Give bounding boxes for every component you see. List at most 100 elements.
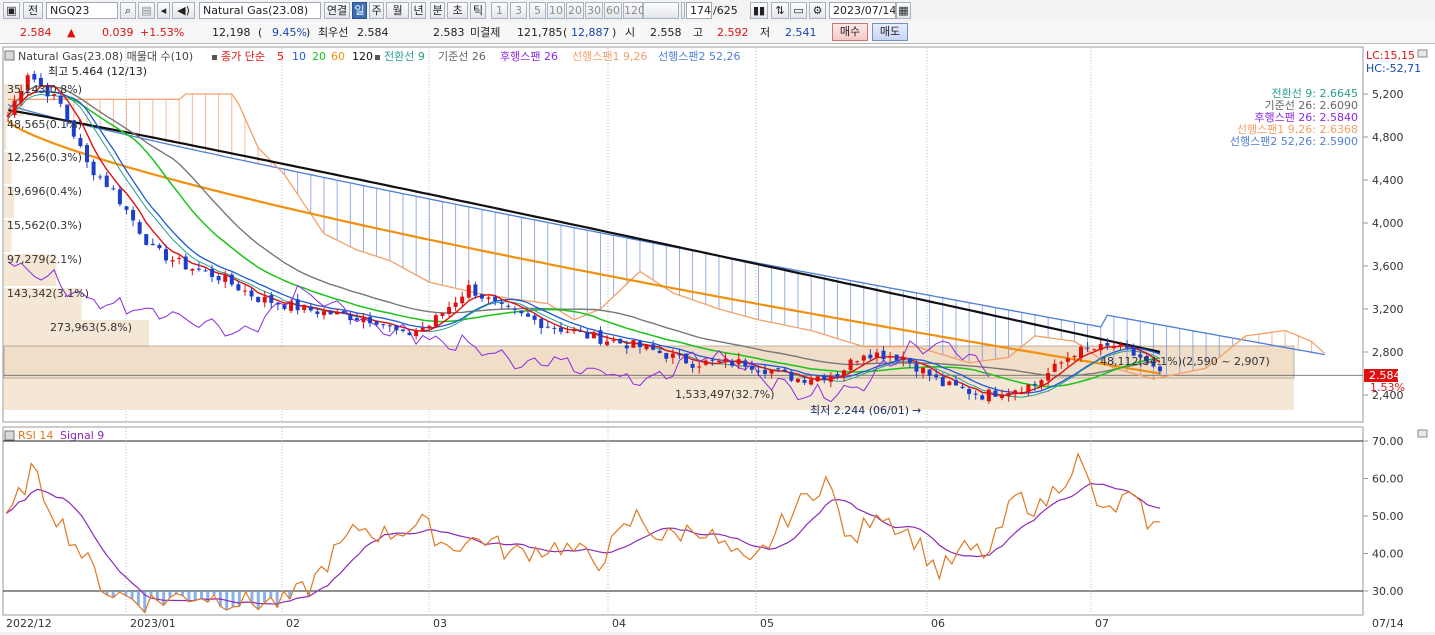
rsi-toggle-icon[interactable] xyxy=(4,430,15,441)
window-icon[interactable]: ▣ xyxy=(3,2,20,19)
legend-ma120: 120 xyxy=(352,50,373,63)
open-interest-label: 미결제 xyxy=(470,26,501,39)
candle-body xyxy=(578,330,583,332)
candle-body xyxy=(703,360,708,365)
interval-5-button[interactable]: 5 xyxy=(529,2,546,19)
ma10-line xyxy=(7,90,1161,395)
oi-paren-open: ( xyxy=(563,26,568,39)
sell-button[interactable]: 매도 xyxy=(872,23,908,41)
candle-body xyxy=(52,94,57,96)
candle-body xyxy=(394,325,399,331)
candle-body xyxy=(170,260,175,262)
price-settings-icon[interactable] xyxy=(1417,49,1428,58)
legend-bullet-icon xyxy=(375,55,380,60)
candle-body xyxy=(901,357,906,361)
indicator-icon[interactable]: ▮▮ xyxy=(750,2,768,19)
candle-body xyxy=(183,256,188,270)
candle-body xyxy=(131,209,136,221)
profile-label: 35,143(0.8%) xyxy=(7,83,82,96)
candle-body xyxy=(552,327,557,329)
candle-body xyxy=(526,313,531,317)
code-type-button[interactable]: 전 xyxy=(23,2,43,19)
legend: Natural Gas(23.08) 매물대 수(10) 종가 단순 5 10 … xyxy=(4,49,1421,148)
count-total: /625 xyxy=(713,4,738,17)
candle-body xyxy=(591,332,596,339)
period-weekly-button[interactable]: 주 xyxy=(369,2,384,19)
candle-body xyxy=(1000,395,1005,398)
candle-body xyxy=(677,354,682,356)
candle-body xyxy=(473,284,478,296)
candle-body xyxy=(605,341,610,345)
interval-30-button[interactable]: 30 xyxy=(585,2,603,19)
interval-60-button[interactable]: 60 xyxy=(604,2,622,19)
date-tick-label: 06 xyxy=(931,617,945,630)
price-tick-label: 4,000 xyxy=(1372,217,1404,230)
chart-area[interactable]: Natural Gas(23.08) 매물대 수(10) 종가 단순 5 10 … xyxy=(0,44,1435,632)
candle-body xyxy=(749,366,754,370)
rsi-panel xyxy=(2,426,1364,616)
candle-body xyxy=(835,373,840,377)
candle-body xyxy=(684,353,689,364)
candle-body xyxy=(341,311,346,314)
candle-body xyxy=(519,310,524,314)
price-tick-label: 4,400 xyxy=(1372,174,1404,187)
profile-bar xyxy=(4,254,57,286)
legend-ma5: 5 xyxy=(277,50,284,63)
gear-icon[interactable]: ⚙ xyxy=(809,2,826,19)
interval-1-button[interactable]: 1 xyxy=(491,2,508,19)
interval-custom-dropdown[interactable] xyxy=(643,2,679,19)
legend-toggle-icon[interactable] xyxy=(4,50,15,61)
chart-svg[interactable]: Natural Gas(23.08) 매물대 수(10) 종가 단순 5 10 … xyxy=(0,44,1435,632)
candle-body xyxy=(486,297,491,299)
save-icon[interactable]: ▭ xyxy=(790,2,807,19)
interval-20-button[interactable]: 20 xyxy=(566,2,584,19)
candle-body xyxy=(493,296,498,301)
period-minute-button[interactable]: 분 xyxy=(430,2,445,19)
candle-body xyxy=(32,74,37,80)
interval-10-button[interactable]: 10 xyxy=(547,2,565,19)
symbol-input[interactable]: NGQ23 xyxy=(46,2,118,19)
calendar-icon[interactable]: ▦ xyxy=(896,2,911,19)
interval-120-button[interactable]: 120 xyxy=(623,2,645,19)
candle-body xyxy=(723,358,728,362)
profile-bar xyxy=(4,186,14,218)
compare-icon[interactable]: ⇅ xyxy=(771,2,789,19)
candle-body xyxy=(203,270,208,272)
symbol-name: Natural Gas(23.08) xyxy=(199,2,321,19)
rsi-tick-label: 60.00 xyxy=(1372,473,1404,486)
candle-body xyxy=(335,311,340,315)
candle-body xyxy=(1092,349,1097,351)
speaker-icon[interactable]: ◀) xyxy=(172,2,195,19)
change-value: 0.039 xyxy=(102,26,134,39)
period-monthly-button[interactable]: 월 xyxy=(386,2,409,19)
rsi-settings-icon[interactable] xyxy=(1417,429,1428,438)
period-tick-button[interactable]: 틱 xyxy=(470,2,486,19)
candle-body xyxy=(308,306,313,311)
candle-body xyxy=(196,268,201,270)
candle-body xyxy=(506,305,511,307)
period-yearly-button[interactable]: 년 xyxy=(411,2,426,19)
candle-body xyxy=(512,308,517,310)
buy-button[interactable]: 매수 xyxy=(832,23,868,41)
profile-label: 48,565(0.1%) xyxy=(7,118,82,131)
interval-3-button[interactable]: 3 xyxy=(510,2,527,19)
candle-body xyxy=(1039,380,1044,387)
candle-body xyxy=(414,331,419,337)
count-input[interactable]: 174 xyxy=(686,2,712,19)
candle-body xyxy=(65,104,70,121)
clear-icon[interactable]: ▤ xyxy=(138,2,155,19)
count-splitter xyxy=(681,2,685,19)
period-second-button[interactable]: 초 xyxy=(447,2,468,19)
candle-body xyxy=(1118,344,1123,346)
candle-body xyxy=(387,325,392,327)
date-input[interactable]: 2023/07/14 xyxy=(829,2,896,19)
period-daily-button[interactable]: 일 xyxy=(352,2,367,19)
prev-icon[interactable]: ◂ xyxy=(157,2,170,19)
candle-body xyxy=(611,340,616,342)
candle-body xyxy=(466,284,471,298)
link-button[interactable]: 연결 xyxy=(324,2,350,19)
best-price: 2.584 xyxy=(357,26,389,39)
price-tick-label: 2,800 xyxy=(1372,346,1404,359)
candle-body xyxy=(934,374,939,378)
search-icon[interactable]: ⌕ xyxy=(120,2,136,19)
